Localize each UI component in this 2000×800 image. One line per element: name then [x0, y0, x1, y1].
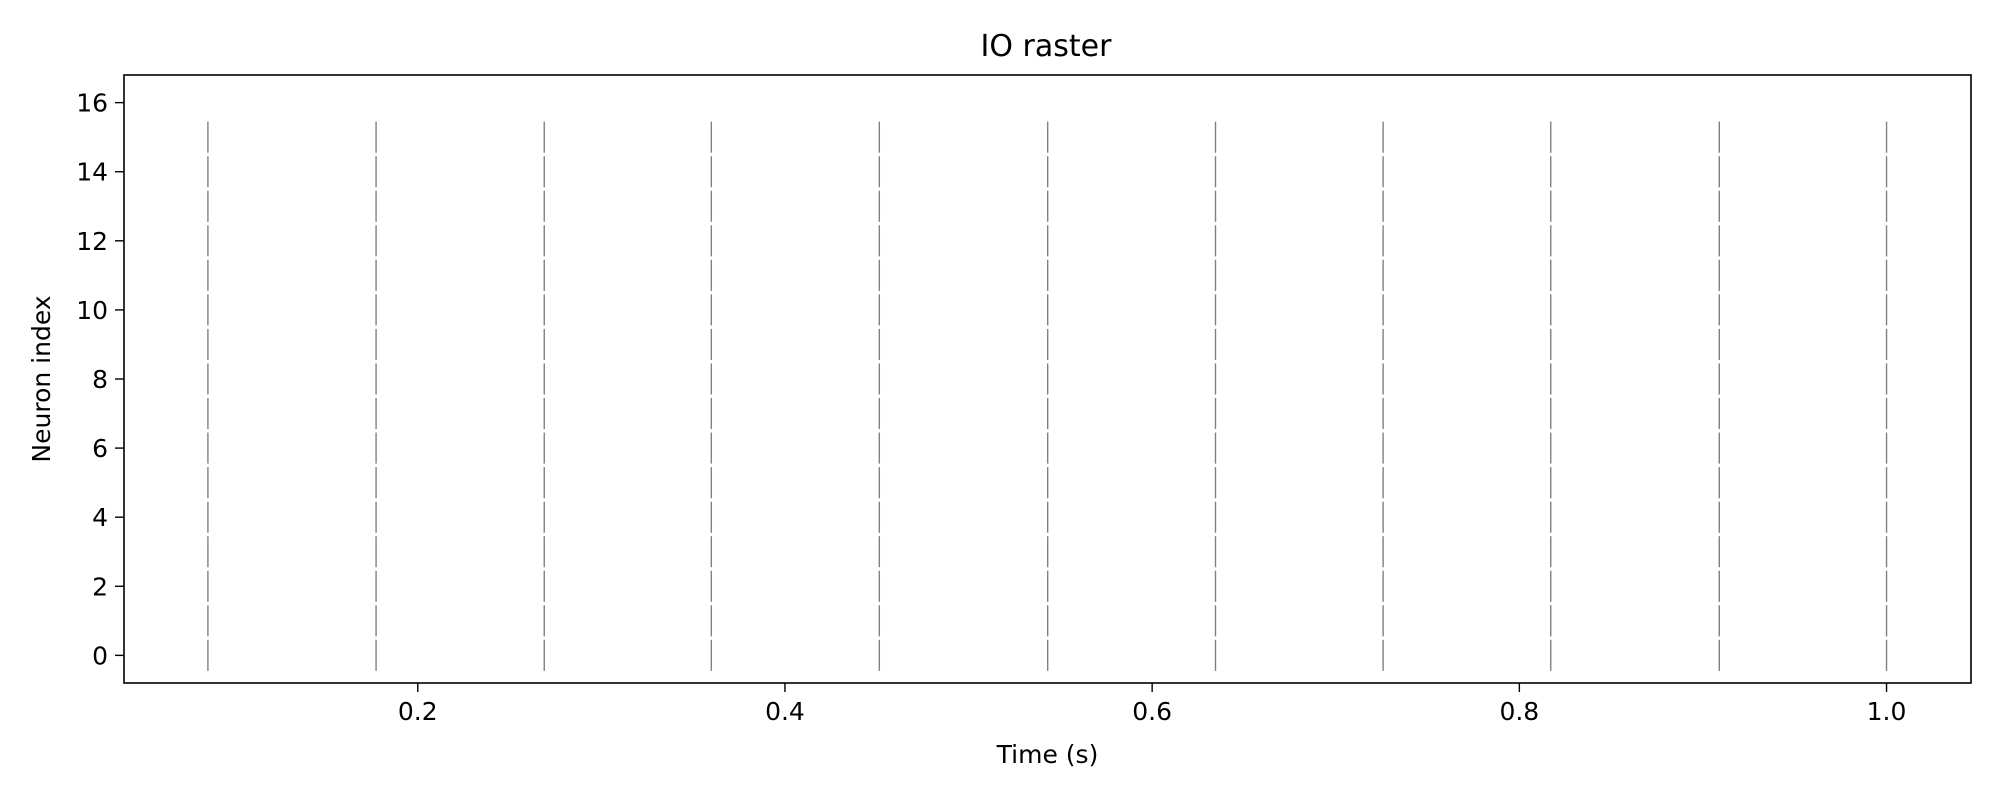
y-tick-label: 4	[92, 503, 108, 532]
spikes-layer	[207, 121, 1888, 671]
y-tick-label: 0	[92, 641, 108, 670]
y-tick-label: 12	[76, 227, 108, 256]
x-tick-label: 0.8	[1499, 697, 1539, 726]
x-axis-title: Time (s)	[996, 740, 1099, 769]
y-tick-label: 6	[92, 434, 108, 463]
x-tick-label: 1.0	[1867, 697, 1907, 726]
plot-area-frame	[123, 74, 1972, 684]
y-tick-label: 2	[92, 572, 108, 601]
x-axis-ticks: 0.2 0.4 0.6 0.8 1.0	[398, 683, 1907, 726]
y-axis-title: Neuron index	[27, 295, 56, 462]
y-tick-label: 16	[76, 89, 108, 118]
y-tick-label: 14	[76, 158, 108, 187]
y-tick-label: 10	[76, 296, 108, 325]
y-axis-ticks: 0 2 4 6 8 10 12 14 16	[76, 89, 124, 670]
x-tick-label: 0.4	[765, 697, 805, 726]
x-tick-label: 0.2	[398, 697, 438, 726]
x-tick-label: 0.6	[1132, 697, 1172, 726]
chart-title: IO raster	[981, 29, 1113, 64]
y-tick-label: 8	[92, 365, 108, 394]
